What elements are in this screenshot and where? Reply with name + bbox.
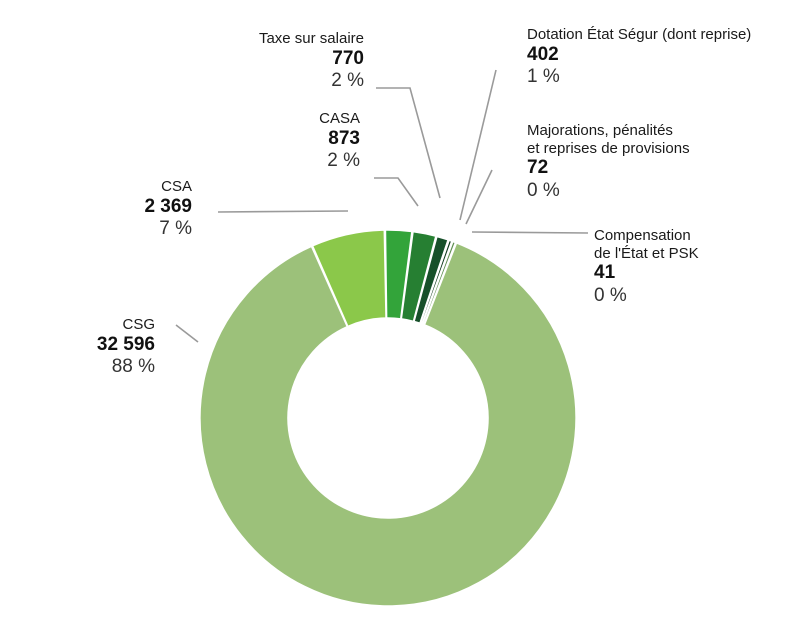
label-compensation-name-line1: Compensation [594, 227, 691, 244]
label-majorations-name-line2: et reprises de provisions [527, 139, 690, 157]
label-majorations-name-line1: Majorations, pénalités [527, 122, 673, 139]
slice-majorations-p-nalit-s-et-reprises-de-provisions [419, 239, 453, 325]
leader-lines [175, 69, 589, 343]
label-majorations-pct: 0 % [527, 179, 560, 201]
label-compensation-name-line2: de l'État et PSK [594, 244, 699, 262]
leader-line-csa [217, 210, 349, 213]
label-compensation-value: 41 [594, 262, 616, 284]
label-taxe-name: Taxe sur salaire [258, 30, 364, 47]
label-majorations: Majorations, pénalités et reprises de pr… [527, 122, 690, 202]
label-casa-pct: 2 % [327, 150, 360, 172]
label-csg-name: CSG [122, 316, 155, 333]
label-dotation-value: 402 [527, 43, 559, 65]
label-csg-pct: 88 % [111, 356, 155, 378]
slice-csg [199, 241, 577, 607]
slice-csa [311, 229, 387, 328]
leader-line-taxe-sur-salaire [376, 87, 441, 199]
label-taxe-pct: 2 % [331, 70, 364, 92]
label-csg: CSG 32 596 88 % [60, 316, 155, 379]
label-csa-name: CSA [161, 178, 192, 195]
label-taxe-sur-salaire: Taxe sur salaire 770 2 % [230, 30, 364, 93]
leader-line-majorations-p-nalit-s-et-reprises-de-provisions [465, 169, 493, 225]
donut-slices [199, 229, 577, 607]
leader-line-compensation-de-l-tat-et-psk [471, 231, 589, 234]
label-taxe-value: 770 [332, 47, 364, 69]
label-casa-name: CASA [319, 110, 360, 127]
label-compensation: Compensation de l'État et PSK 41 0 % [594, 227, 699, 307]
label-casa: CASA 873 2 % [290, 110, 360, 173]
label-compensation-pct: 0 % [594, 284, 627, 306]
label-csg-value: 32 596 [96, 333, 155, 355]
label-csa-pct: 7 % [159, 218, 192, 240]
label-majorations-value: 72 [527, 157, 549, 179]
leader-line-dotation-tat-s-gur-dont-reprise [459, 69, 497, 221]
leader-line-csg [175, 324, 199, 343]
label-csa-value: 2 369 [144, 195, 192, 217]
label-casa-value: 873 [328, 127, 360, 149]
leader-line-casa [374, 177, 419, 207]
label-dotation-name: Dotation État Ségur (dont reprise) [527, 26, 752, 43]
label-dotation-pct: 1 % [527, 66, 560, 88]
label-csa: CSA 2 369 7 % [100, 178, 192, 241]
label-dotation-etat-segur: Dotation État Ségur (dont reprise) 402 1… [527, 26, 751, 89]
